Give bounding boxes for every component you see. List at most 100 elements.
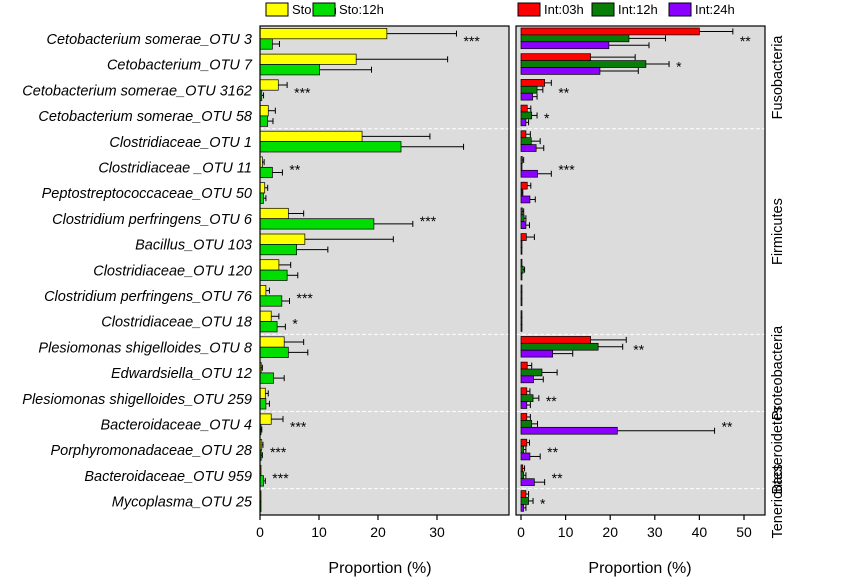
left-significance-clostridium-perfringens-otu-76: *** xyxy=(297,290,314,306)
phylum-label-bacteroidetes: Bacteroidetes xyxy=(770,406,786,495)
bar-int-03h-porphyromonadaceae-otu-28 xyxy=(520,438,528,447)
legend-swatch-int-03h xyxy=(517,2,541,17)
category-label-clostridium-perfringens-otu-76: Clostridium perfringens_OTU 76 xyxy=(44,289,253,305)
category-label-mycoplasma-otu-25: Mycoplasma_OTU 25 xyxy=(112,495,253,511)
bar-int-24h-cetobacterium-otu-7 xyxy=(520,67,601,75)
bar-sto-03h-clostridium-perfringens-otu-6 xyxy=(259,207,289,220)
right-x-tick-label-0: 0 xyxy=(517,524,525,540)
category-label-porphyromonadaceae-otu-28: Porphyromonadaceae_OTU 28 xyxy=(50,443,252,459)
legend-label-int-24h: Int:24h xyxy=(695,2,735,17)
category-label-clostridiaceae-otu-1: Clostridiaceae_OTU 1 xyxy=(109,135,252,151)
bar-int-12h-clostridiaceae-otu-18 xyxy=(520,317,523,325)
bar-int-12h-plesiomonas-shigelloides-otu-8 xyxy=(520,342,599,351)
category-label-plesiomonas-shigelloides-otu-259: Plesiomonas shigelloides_OTU 259 xyxy=(22,392,252,408)
legend-label-int-03h: Int:03h xyxy=(544,2,584,17)
bar-int-24h-clostridiaceae-otu-11 xyxy=(520,169,538,178)
bar-sto-12h-cetobacterium-somerae-otu-58 xyxy=(259,115,269,127)
right-x-tick-label-20: 20 xyxy=(602,524,618,540)
category-label-cetobacterium-somerae-otu-58: Cetobacterium somerae_OTU 58 xyxy=(38,109,252,125)
legend-label-sto-12h: Sto:12h xyxy=(339,2,384,17)
bar-sto-12h-clostridium-perfringens-otu-6 xyxy=(259,218,375,230)
bar-int-03h-clostridiaceae-otu-120 xyxy=(520,258,523,267)
bar-int-24h-porphyromonadaceae-otu-28 xyxy=(520,452,531,461)
bar-int-24h-bacteroidaceae-otu-959 xyxy=(520,478,535,486)
left-significance-porphyromonadaceae-otu-28: *** xyxy=(270,444,287,460)
left-significance-clostridiaceae-otu-18: * xyxy=(292,316,298,332)
bar-sto-03h-plesiomonas-shigelloides-otu-8 xyxy=(259,336,285,348)
category-label-cetobacterium-otu-7: Cetobacterium_OTU 7 xyxy=(107,58,253,74)
bar-int-03h-bacteroidaceae-otu-4 xyxy=(520,413,528,421)
right-significance-bacteroidaceae-otu-4: ** xyxy=(722,419,733,435)
bar-int-03h-clostridiaceae-otu-1 xyxy=(520,130,527,139)
bar-int-03h-edwardsiella-otu-12 xyxy=(520,361,528,370)
bar-sto-03h-clostridiaceae-otu-120 xyxy=(259,259,280,271)
left-significance-cetobacterium-somerae-otu-3162: *** xyxy=(294,84,311,100)
bar-int-24h-clostridiaceae-otu-18 xyxy=(520,324,523,332)
bar-sto-12h-plesiomonas-shigelloides-otu-259 xyxy=(259,398,267,410)
bar-int-12h-cetobacterium-otu-7 xyxy=(520,60,647,68)
right-plot-background xyxy=(516,26,765,515)
category-label-clostridiaceae-otu-18: Clostridiaceae_OTU 18 xyxy=(101,315,252,331)
category-label-peptostreptococcaceae-otu-50: Peptostreptococcaceae_OTU 50 xyxy=(42,186,252,202)
bar-sto-03h-peptostreptococcaceae-otu-50 xyxy=(259,182,266,194)
bar-sto-03h-cetobacterium-somerae-otu-58 xyxy=(259,105,269,117)
category-label-bacteroidaceae-otu-959: Bacteroidaceae_OTU 959 xyxy=(84,469,252,485)
bar-int-03h-peptostreptococcaceae-otu-50 xyxy=(520,181,528,190)
left-x-axis-label: Proportion (%) xyxy=(328,560,431,577)
bar-sto-03h-clostridiaceae-otu-1 xyxy=(259,130,363,142)
bar-int-24h-mycoplasma-otu-25 xyxy=(520,504,525,512)
bar-sto-12h-clostridiaceae-otu-120 xyxy=(259,269,288,281)
bar-sto-03h-clostridium-perfringens-otu-76 xyxy=(259,285,267,297)
bar-sto-12h-cetobacterium-otu-7 xyxy=(259,64,320,76)
left-significance-clostridium-perfringens-otu-6: *** xyxy=(420,213,437,229)
phylum-label-proteobacteria: Proteobacteria xyxy=(770,325,786,420)
phylum-label-firmicutes: Firmicutes xyxy=(770,198,786,265)
legend-swatch-int-24h xyxy=(668,2,692,17)
category-label-clostridiaceae-otu-120: Clostridiaceae_OTU 120 xyxy=(93,263,252,279)
category-label-cetobacterium-somerae-otu-3: Cetobacterium somerae_OTU 3 xyxy=(47,32,253,48)
bar-int-12h-clostridiaceae-otu-1 xyxy=(520,137,532,145)
bar-int-24h-clostridiaceae-otu-1 xyxy=(520,144,537,152)
bar-int-03h-plesiomonas-shigelloides-otu-8 xyxy=(520,336,591,344)
bar-int-03h-mycoplasma-otu-25 xyxy=(520,490,527,498)
bar-sto-03h-cetobacterium-somerae-otu-3162 xyxy=(259,79,279,91)
category-label-edwardsiella-otu-12: Edwardsiella_OTU 12 xyxy=(111,366,252,382)
left-plot-frame xyxy=(259,25,510,516)
bar-int-24h-bacteroidaceae-otu-4 xyxy=(520,426,618,435)
bar-sto-03h-bacillus-otu-103 xyxy=(259,233,306,245)
right-x-axis-label: Proportion (%) xyxy=(588,560,691,577)
bar-int-24h-plesiomonas-shigelloides-otu-8 xyxy=(520,349,554,358)
bar-int-03h-cetobacterium-somerae-otu-3162 xyxy=(520,79,545,87)
right-significance-porphyromonadaceae-otu-28: ** xyxy=(547,444,558,460)
bar-sto-03h-clostridiaceae-otu-18 xyxy=(259,310,272,322)
category-label-cetobacterium-somerae-otu-3162: Cetobacterium somerae_OTU 3162 xyxy=(22,83,252,99)
bar-int-24h-peptostreptococcaceae-otu-50 xyxy=(520,195,531,204)
bar-int-03h-clostridium-perfringens-otu-6 xyxy=(520,207,523,216)
bar-int-03h-cetobacterium-otu-7 xyxy=(520,53,591,61)
bar-int-12h-cetobacterium-somerae-otu-58 xyxy=(520,111,533,120)
bar-int-12h-porphyromonadaceae-otu-28 xyxy=(520,445,525,454)
right-x-tick-label-50: 50 xyxy=(736,524,752,540)
bar-int-03h-bacteroidaceae-otu-959 xyxy=(520,464,524,473)
bar-int-03h-plesiomonas-shigelloides-otu-259 xyxy=(520,387,528,396)
bar-sto-03h-plesiomonas-shigelloides-otu-259 xyxy=(259,387,266,399)
bar-int-12h-bacteroidaceae-otu-959 xyxy=(520,471,525,480)
bar-sto-03h-cetobacterium-otu-7 xyxy=(259,53,357,65)
bar-int-24h-clostridiaceae-otu-120 xyxy=(520,272,523,281)
bar-int-24h-plesiomonas-shigelloides-otu-259 xyxy=(520,401,528,409)
right-significance-cetobacterium-somerae-otu-3162: ** xyxy=(558,84,569,100)
bar-int-24h-clostridium-perfringens-otu-76 xyxy=(520,298,523,307)
right-significance-cetobacterium-somerae-otu-58: * xyxy=(544,110,550,126)
bar-sto-03h-cetobacterium-somerae-otu-3 xyxy=(259,28,388,40)
left-x-tick-label-30: 30 xyxy=(429,524,445,540)
bar-int-12h-clostridiaceae-otu-120 xyxy=(520,265,524,274)
bar-int-12h-cetobacterium-somerae-otu-3162 xyxy=(520,85,538,94)
bar-int-12h-bacteroidaceae-otu-4 xyxy=(520,420,533,428)
left-significance-cetobacterium-somerae-otu-3: *** xyxy=(463,33,480,49)
legend-label-int-12h: Int:12h xyxy=(618,2,658,17)
bar-int-12h-peptostreptococcaceae-otu-50 xyxy=(520,188,523,197)
right-significance-cetobacterium-somerae-otu-3: ** xyxy=(740,33,751,49)
bar-int-12h-clostridium-perfringens-otu-76 xyxy=(520,291,523,300)
bar-sto-12h-clostridiaceae-otu-11 xyxy=(259,166,273,179)
right-significance-plesiomonas-shigelloides-otu-8: ** xyxy=(633,341,644,357)
